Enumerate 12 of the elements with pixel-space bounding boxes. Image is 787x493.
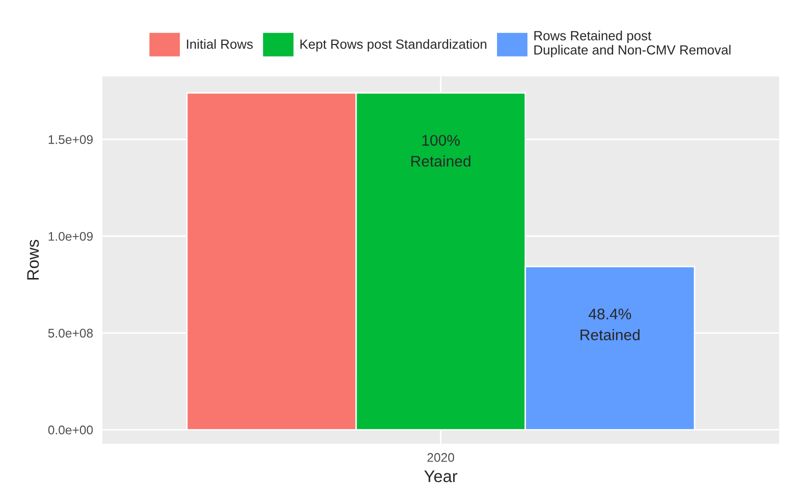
annotation: 100% Retained	[411, 134, 470, 167]
y-tick-label: 1.5e+09	[48, 135, 93, 144]
y-tick-label: 0.0e+00	[48, 426, 93, 434]
y-axis-title: Rows	[27, 240, 39, 280]
legend-label: Kept Rows post Standardization	[300, 39, 486, 52]
x-axis-title: Year	[424, 470, 458, 482]
y-tick-label: 5.0e+08	[48, 328, 93, 338]
legend-label: Initial Rows	[186, 39, 253, 49]
annotation: 48.4% Retained	[580, 308, 640, 340]
x-tick-label: 2020	[427, 453, 454, 462]
y-tick-label: 1.0e+09	[48, 232, 93, 241]
legend-label: Rows Retained post Duplicate and Non-CMV Removal	[534, 30, 730, 58]
